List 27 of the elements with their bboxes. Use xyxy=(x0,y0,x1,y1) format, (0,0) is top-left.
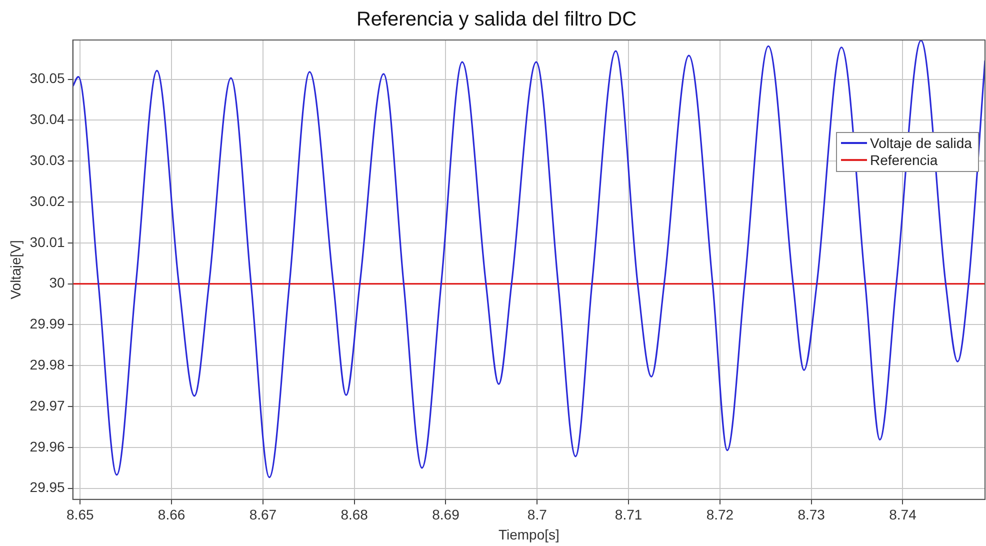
x-tick-label: 8.7 xyxy=(527,506,548,523)
y-tick-label: 30 xyxy=(49,274,66,291)
x-tick-label: 8.65 xyxy=(66,506,94,523)
x-tick-label: 8.66 xyxy=(158,506,186,523)
legend-label: Voltaje de salida xyxy=(870,134,972,152)
chart-title: Referencia y salida del filtro DC xyxy=(356,8,637,31)
legend-label: Referencia xyxy=(870,152,938,169)
y-tick-label: 30.01 xyxy=(30,234,66,250)
y-tick-label: 29.99 xyxy=(30,316,66,332)
x-tick-label: 8.72 xyxy=(706,506,734,523)
x-axis-title: Tiempo[s] xyxy=(498,526,560,542)
x-tick-label: 8.68 xyxy=(340,506,368,523)
y-tick-label: 30.02 xyxy=(30,192,66,209)
y-tick-label: 29.95 xyxy=(30,479,66,496)
x-tick-label: 8.73 xyxy=(798,506,826,523)
y-tick-label: 30.04 xyxy=(30,111,66,128)
y-tick-label: 29.97 xyxy=(30,397,66,414)
y-tick-label: 30.03 xyxy=(30,152,66,168)
y-tick-label: 29.96 xyxy=(30,438,66,454)
line-series xyxy=(72,40,985,478)
x-tick-label: 8.69 xyxy=(432,506,460,523)
y-axis-title: Voltaje[V] xyxy=(7,240,24,300)
x-tick-label: 8.71 xyxy=(614,506,642,523)
y-tick-label: 30.05 xyxy=(30,70,66,86)
x-tick-label: 8.67 xyxy=(249,506,277,523)
y-tick-label: 29.98 xyxy=(30,356,66,372)
x-tick-label: 8.74 xyxy=(889,506,917,523)
